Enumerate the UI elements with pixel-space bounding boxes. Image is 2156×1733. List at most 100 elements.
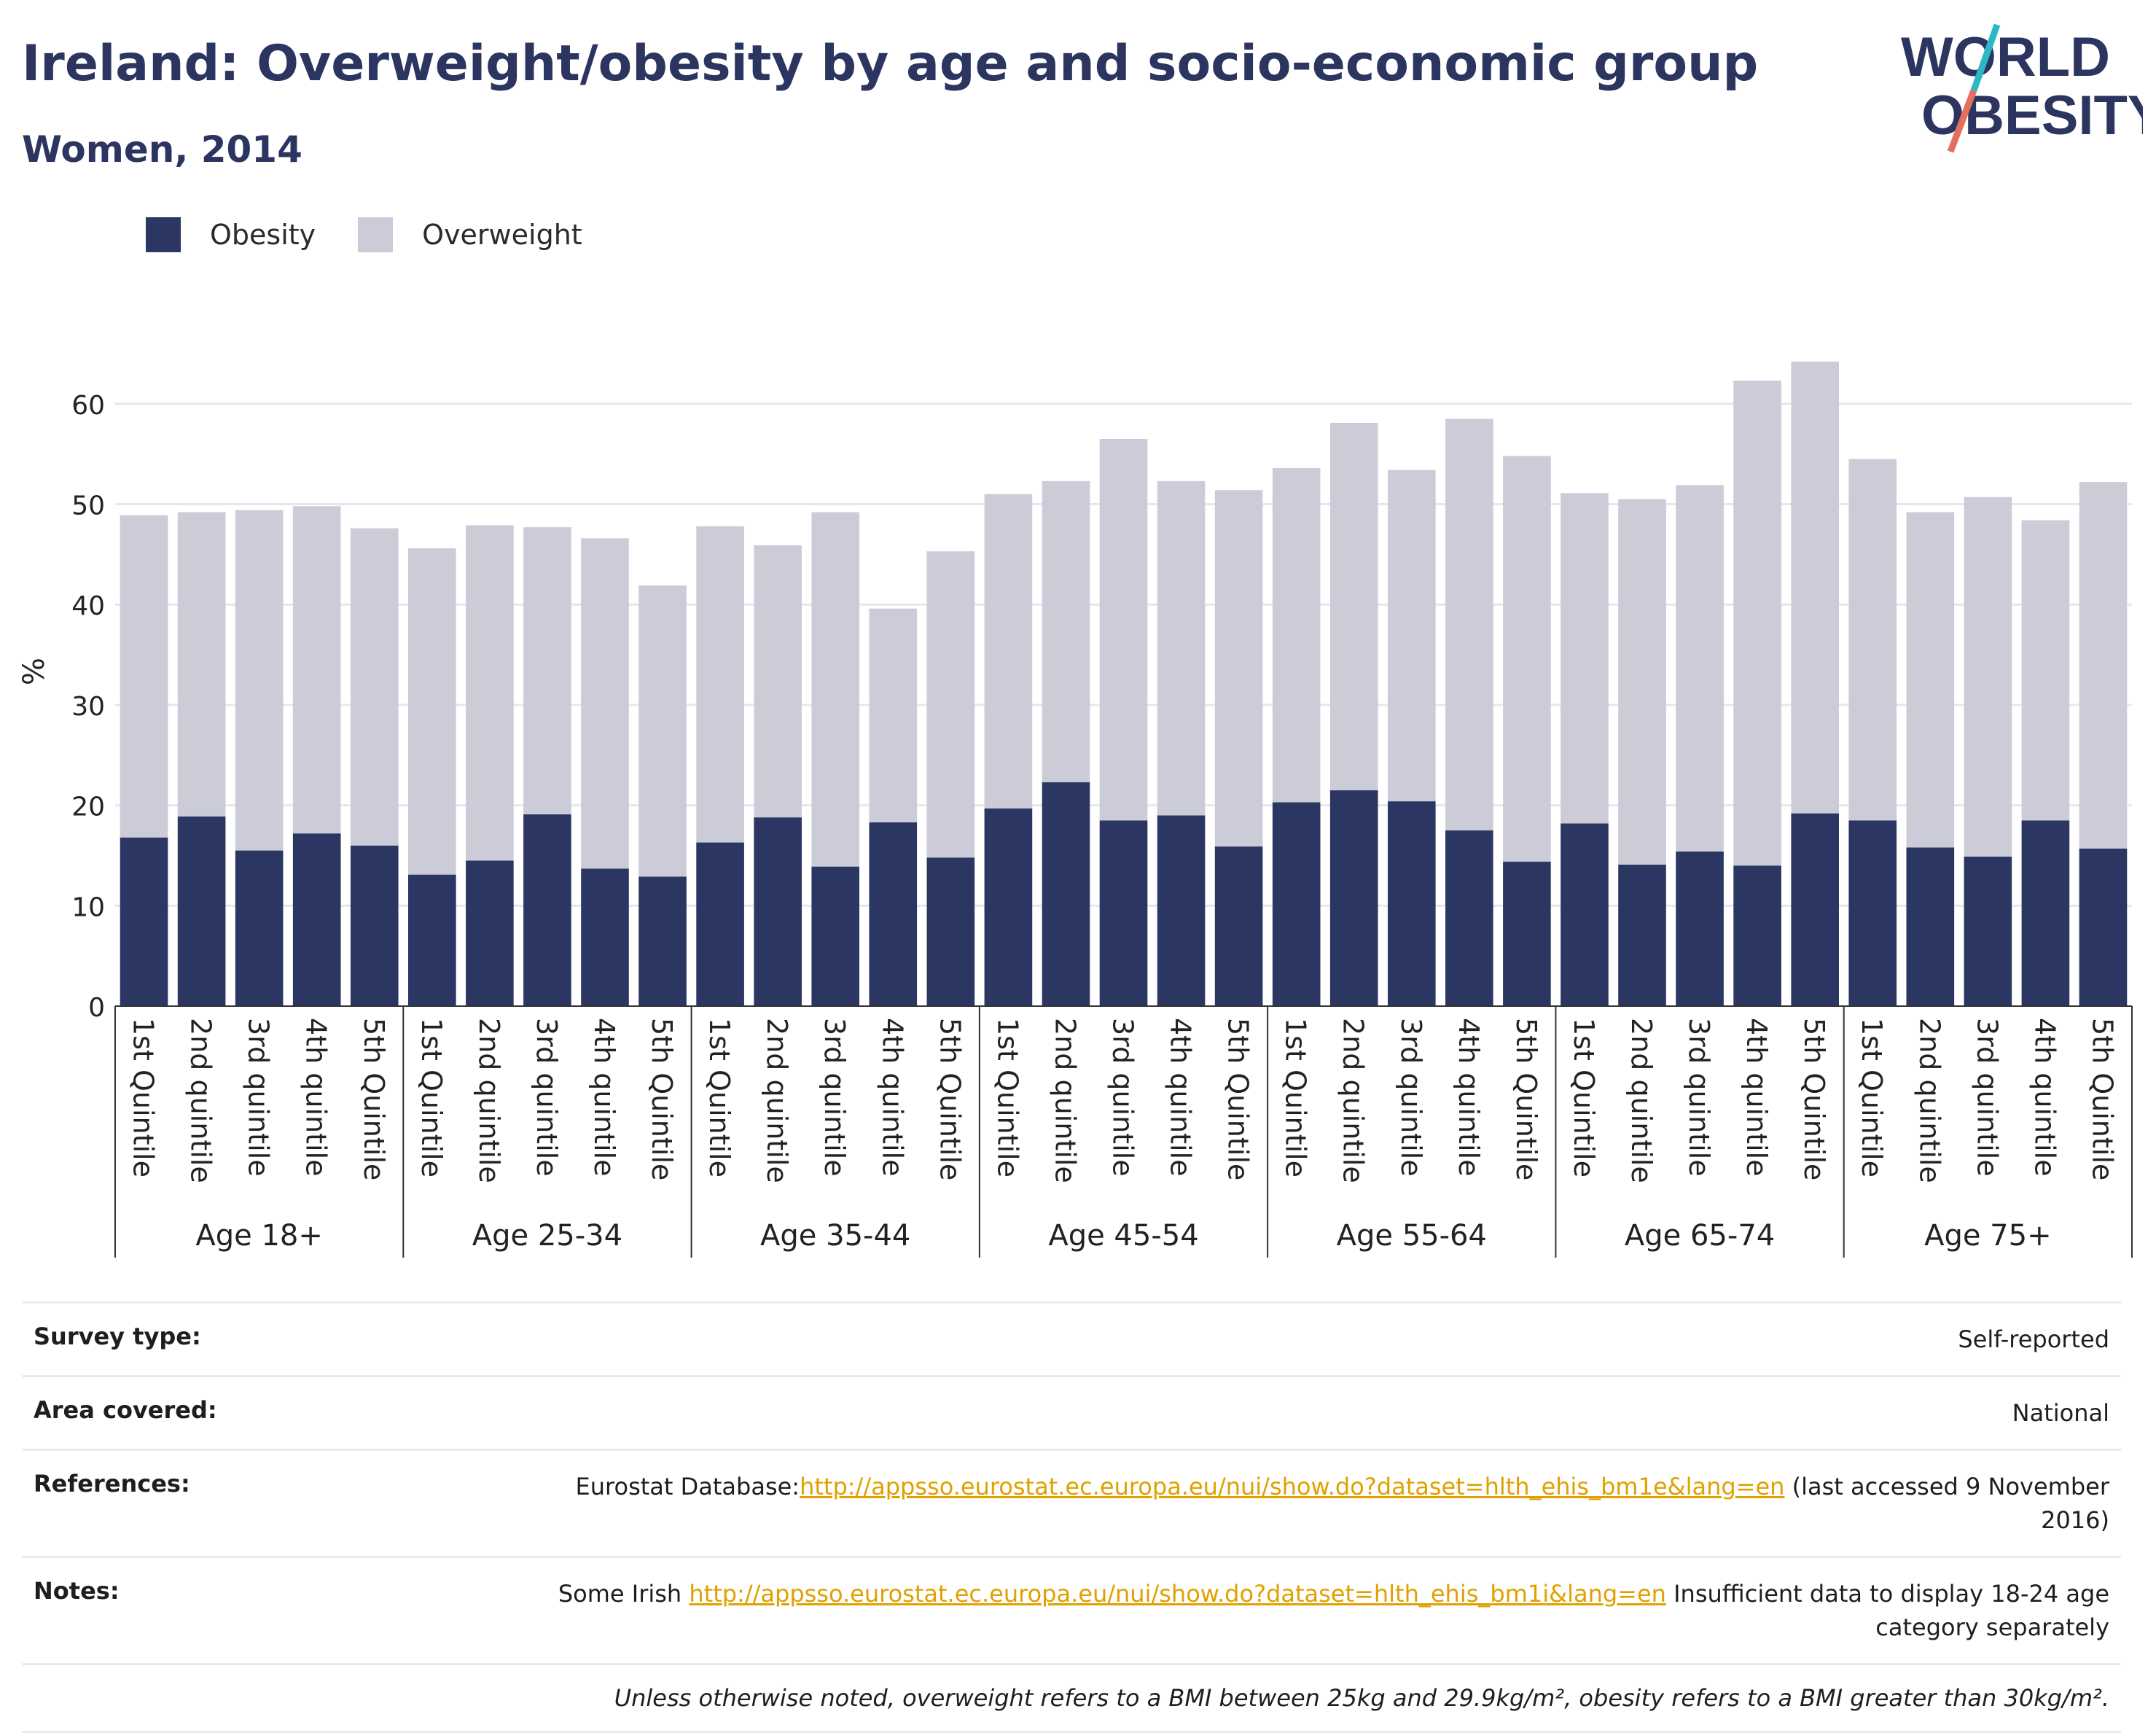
reference-link[interactable]: http://appsso.eurostat.ec.europa.eu/nui/… — [800, 1473, 1785, 1500]
info-value: Some Irish http://appsso.eurostat.ec.eur… — [351, 1556, 2121, 1664]
bar-obesity — [581, 868, 629, 1006]
legend-label-obesity: Obesity — [210, 219, 316, 251]
x-tick-label: 3rd quintile — [243, 1018, 275, 1177]
bar-obesity — [1042, 782, 1090, 1006]
bar-obesity — [523, 814, 571, 1006]
stacked-bar-chart: % 0 10 20 30 40 50 60 1st Quintile 2nd quintile 3… — [17, 361, 2133, 1258]
y-axis-label: % — [17, 658, 51, 685]
x-tick-label: 1st Quintile — [415, 1018, 448, 1177]
x-tick-label: 2nd quintile — [1625, 1018, 1657, 1183]
info-label: Notes: — [22, 1556, 351, 1664]
x-tick-label: 3rd quintile — [1971, 1018, 2003, 1177]
info-row-survey-type: Survey type: Self-reported — [22, 1301, 2121, 1376]
bar-overweight — [1503, 456, 1551, 862]
bar-overweight — [408, 548, 456, 875]
bar-overweight — [1099, 438, 1148, 821]
x-tick-label: 1st Quintile — [1568, 1018, 1600, 1177]
x-tick-label: 4th quintile — [588, 1018, 620, 1176]
legend-item-obesity[interactable]: Obesity — [146, 217, 316, 252]
x-tick-label: 4th quintile — [876, 1018, 908, 1176]
bar-obesity — [1214, 846, 1263, 1006]
x-tick-label: 2nd quintile — [185, 1018, 217, 1183]
bar-obesity — [638, 876, 687, 1006]
x-tick-label: 5th Quintile — [1510, 1018, 1542, 1180]
bar-obesity — [696, 842, 744, 1006]
info-row-references: References: Eurostat Database:http://app… — [22, 1449, 2121, 1557]
info-label: References: — [22, 1449, 351, 1557]
x-tick-label: 5th Quintile — [1798, 1018, 1830, 1180]
y-tick-label: 50 — [71, 491, 105, 521]
x-tick-label: 5th Quintile — [358, 1018, 390, 1180]
legend-swatch-obesity — [146, 217, 181, 252]
reference-suffix: (last accessed 9 November — [1784, 1473, 2109, 1500]
x-tick-label: 2nd quintile — [1913, 1018, 1945, 1183]
bar-obesity — [1157, 815, 1206, 1006]
bar-obesity — [1099, 820, 1148, 1006]
logo-slash-teal — [1970, 23, 2001, 92]
bar-obesity — [754, 817, 802, 1006]
bar-obesity — [235, 850, 284, 1006]
info-table: Survey type: Self-reported Area covered:… — [22, 1301, 2121, 1733]
y-tick-label: 20 — [71, 792, 105, 822]
info-label: Survey type: — [22, 1301, 351, 1376]
bar-overweight — [1733, 381, 1781, 866]
group-label: Age 55-64 — [1337, 1219, 1487, 1253]
legend-item-overweight[interactable]: Overweight — [358, 217, 582, 252]
x-tick-label: 3rd quintile — [531, 1018, 563, 1177]
x-tick-label: 2nd quintile — [761, 1018, 793, 1183]
y-tick-label: 60 — [71, 391, 105, 421]
x-tick-label: 5th Quintile — [646, 1018, 678, 1180]
bar-overweight — [1791, 361, 1839, 814]
notes-suffix-cont: category separately — [1875, 1613, 2109, 1641]
info-label: Area covered: — [22, 1375, 351, 1450]
bar-obesity — [408, 874, 456, 1006]
bar-obesity — [1503, 861, 1551, 1006]
group-label: Age 75+ — [1924, 1219, 2052, 1253]
x-tick-label: 5th Quintile — [1222, 1018, 1254, 1180]
bar-obesity — [292, 833, 341, 1006]
legend-swatch-overweight — [358, 217, 394, 252]
page-subtitle: Women, 2014 — [22, 128, 302, 171]
bar-overweight — [177, 512, 226, 817]
info-row-notes: Notes: Some Irish http://appsso.eurostat… — [22, 1556, 2121, 1664]
bar-obesity — [350, 845, 399, 1006]
bar-overweight — [1042, 480, 1090, 782]
bar-obesity — [1329, 790, 1378, 1006]
y-tick-label: 40 — [71, 591, 105, 621]
x-tick-label: 3rd quintile — [1107, 1018, 1139, 1177]
x-tick-label: 1st Quintile — [128, 1018, 160, 1177]
bar-obesity — [1906, 847, 1955, 1006]
bar-overweight — [926, 551, 975, 858]
bar-obesity — [1387, 801, 1436, 1006]
info-value: Eurostat Database:http://appsso.eurostat… — [351, 1449, 2121, 1557]
bar-obesity — [926, 857, 975, 1006]
info-value: Self-reported — [351, 1301, 2121, 1376]
bar-obesity — [177, 816, 226, 1006]
reference-prefix: Eurostat Database: — [575, 1473, 800, 1500]
x-tick-label: 2nd quintile — [1049, 1018, 1081, 1183]
bar-overweight — [523, 527, 571, 814]
notes-prefix: Some Irish — [558, 1580, 690, 1608]
x-tick-label: 3rd quintile — [1395, 1018, 1427, 1177]
bar-obesity — [1618, 864, 1666, 1006]
bar-obesity — [120, 837, 168, 1006]
notes-link[interactable]: http://appsso.eurostat.ec.europa.eu/nui/… — [689, 1580, 1666, 1608]
reference-suffix-cont: 2016) — [2041, 1506, 2109, 1534]
x-tick-label: 4th quintile — [300, 1018, 332, 1176]
y-tick-label: 0 — [88, 993, 105, 1023]
x-tick-label: 2nd quintile — [473, 1018, 505, 1183]
x-tick-label: 1st Quintile — [1280, 1018, 1312, 1177]
bar-overweight — [696, 526, 744, 843]
bar-obesity — [1733, 865, 1781, 1006]
bar-overweight — [1214, 490, 1263, 847]
world-obesity-logo: WORLD OBESITY — [1901, 23, 2143, 153]
bar-obesity — [869, 822, 918, 1006]
x-tick-label: 3rd quintile — [1683, 1018, 1715, 1177]
group-label: Age 18+ — [195, 1219, 323, 1253]
bar-overweight — [1329, 422, 1378, 790]
bar-overweight — [1387, 470, 1436, 802]
bar-overweight — [638, 585, 687, 877]
bar-overweight — [120, 515, 168, 838]
bar-overweight — [2079, 482, 2128, 849]
notes-suffix: Insufficient data to display 18-24 age — [1665, 1580, 2109, 1608]
